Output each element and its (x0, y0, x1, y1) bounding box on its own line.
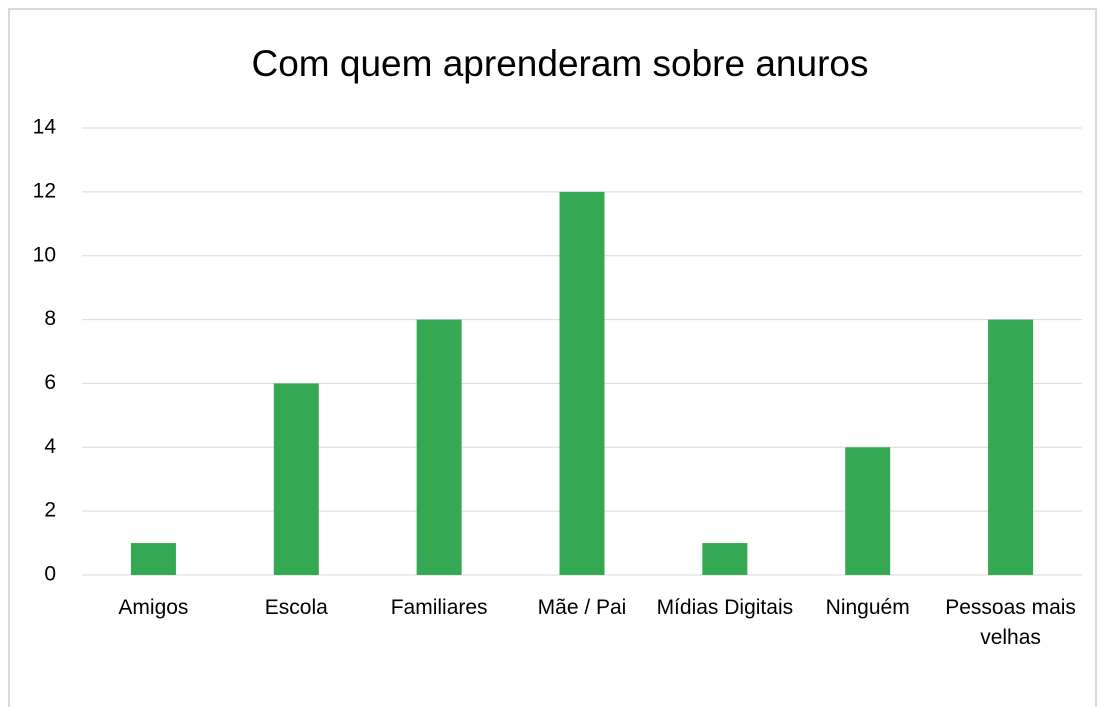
x-tick-label: Mãe / Pai (537, 596, 627, 619)
y-tick-label: 4 (44, 435, 56, 458)
x-tick-label: Amigos (118, 596, 189, 619)
x-tick-label: Mídias Digitais (656, 596, 794, 619)
x-tick-label: Pessoas mais velhas (945, 596, 1076, 649)
x-tick-label: Escola (264, 596, 328, 619)
x-tick-label: Familiares (390, 596, 488, 619)
x-tick-label: Ninguém (825, 596, 910, 619)
y-tick-label: 14 (33, 116, 57, 139)
bar (845, 447, 891, 575)
chart-frame (8, 8, 1097, 707)
bar (273, 383, 319, 575)
y-tick-label: 8 (44, 307, 56, 330)
y-tick-label: 6 (44, 371, 56, 394)
y-tick-label: 10 (33, 243, 56, 266)
bar (559, 191, 605, 575)
bar (416, 319, 462, 575)
bar (702, 543, 748, 575)
bar (988, 319, 1034, 575)
y-tick-label: 0 (44, 563, 56, 586)
chart-title: Com quem aprenderam sobre anuros (252, 43, 869, 84)
y-tick-label: 2 (44, 499, 56, 522)
y-tick-label: 12 (33, 179, 56, 202)
bar (130, 543, 176, 575)
